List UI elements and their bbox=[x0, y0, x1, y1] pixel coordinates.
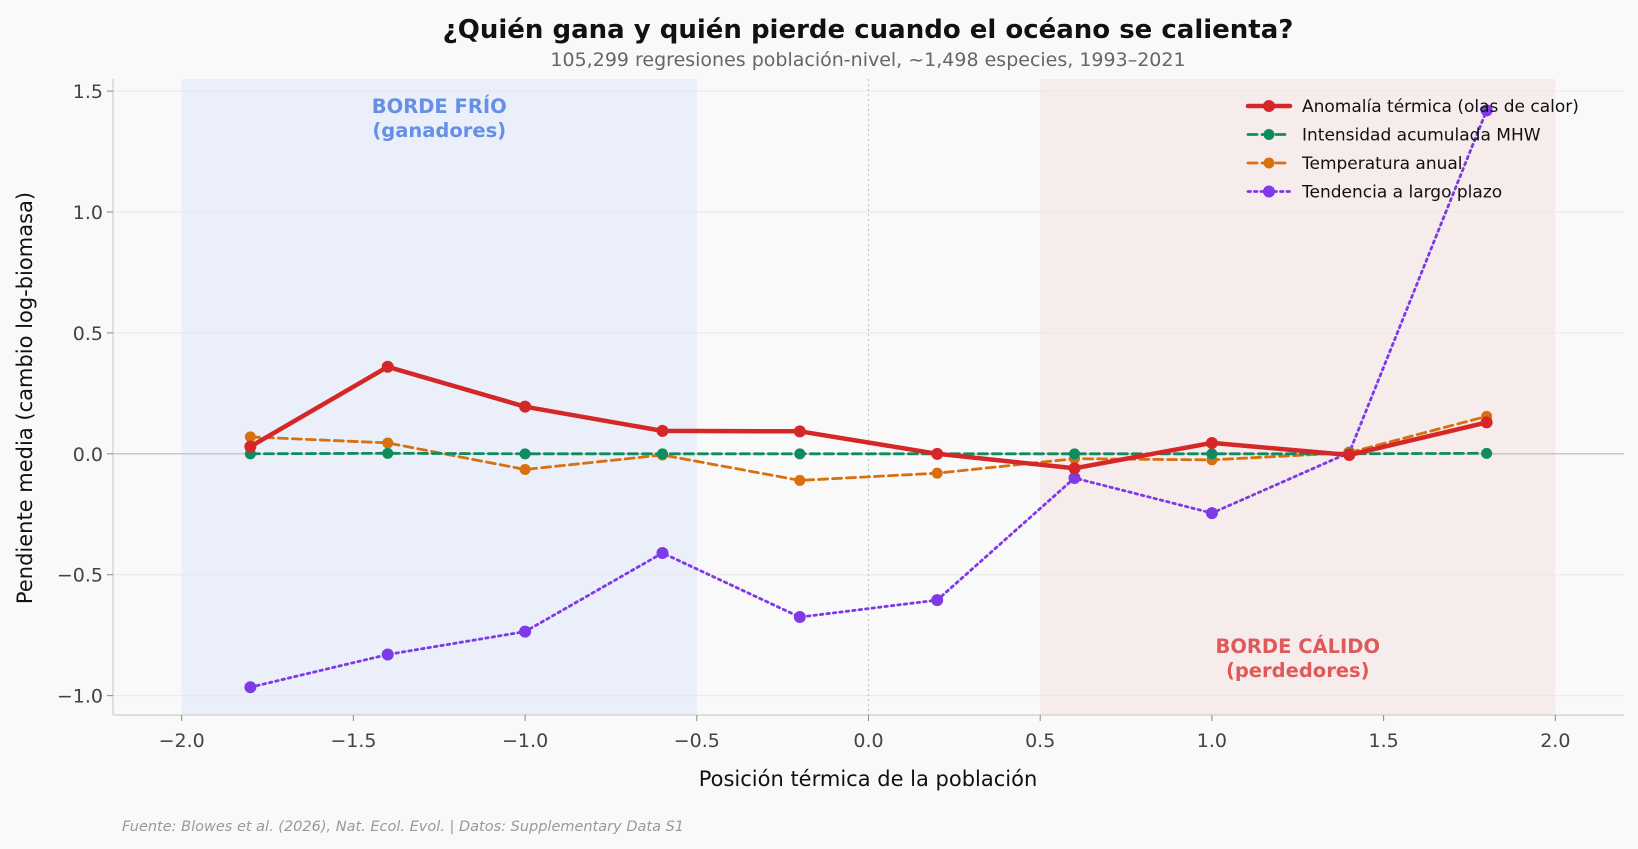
series-0-point-0 bbox=[244, 440, 257, 453]
series-2-point-2 bbox=[519, 464, 531, 476]
legend-marker-3 bbox=[1263, 185, 1275, 198]
series-1-point-4 bbox=[794, 448, 806, 460]
y-axis-label: Pendiente media (cambio log-biomasa) bbox=[13, 192, 37, 604]
y-tick-label-0: −1.0 bbox=[57, 686, 103, 708]
series-3-point-2 bbox=[519, 625, 532, 638]
x-tick-label-8: 2.0 bbox=[1540, 730, 1570, 752]
legend-label-1: Intensidad acumulada MHW bbox=[1302, 126, 1541, 146]
series-1-point-9 bbox=[1481, 447, 1493, 459]
legend-label-3: Tendencia a largo plazo bbox=[1301, 183, 1502, 203]
legend-marker-1 bbox=[1263, 129, 1275, 140]
region-band-0 bbox=[181, 79, 697, 715]
series-1-point-3 bbox=[656, 448, 668, 460]
series-2-point-5 bbox=[931, 467, 943, 479]
series-2-point-0 bbox=[244, 431, 256, 443]
series-0-point-8 bbox=[1343, 449, 1356, 462]
region-label-0-line1: BORDE FRÍO bbox=[372, 95, 507, 118]
x-tick-label-3: −0.5 bbox=[674, 730, 720, 752]
series-layer bbox=[244, 104, 1493, 694]
region-band-1 bbox=[1040, 79, 1556, 715]
series-0-point-3 bbox=[656, 424, 669, 437]
legend-label-0: Anomalía térmica (olas de calor) bbox=[1302, 97, 1579, 117]
series-2-point-4 bbox=[794, 474, 806, 486]
region-label-1-line1: BORDE CÁLIDO bbox=[1215, 635, 1380, 658]
x-tick-label-2: −1.0 bbox=[502, 730, 548, 752]
series-0-point-6 bbox=[1068, 462, 1081, 475]
series-3-point-1 bbox=[381, 648, 394, 661]
y-tick-label-5: 1.5 bbox=[73, 81, 103, 103]
axes-layer: −2.0 −1.5 −1.0 −0.5 0.0 0.5 1.0 1.5 2.0 −1.0 −0.5 0… bbox=[57, 79, 1624, 752]
series-3-point-7 bbox=[1205, 507, 1218, 520]
legend-marker-2 bbox=[1263, 157, 1275, 169]
source-note: Fuente: Blowes et al. (2026), Nat. Ecol.… bbox=[122, 819, 684, 835]
series-1-point-1 bbox=[382, 447, 394, 459]
series-0-point-4 bbox=[793, 425, 806, 438]
series-3-point-6 bbox=[1068, 472, 1081, 485]
series-0-point-9 bbox=[1480, 416, 1493, 429]
series-0-point-2 bbox=[519, 400, 532, 413]
series-line-1 bbox=[248, 451, 1488, 456]
chart-subtitle: 105,299 regresiones población-nivel, ~1,… bbox=[550, 49, 1185, 71]
series-3-point-3 bbox=[656, 546, 669, 559]
region-label-0-line2: (ganadores) bbox=[372, 119, 506, 142]
series-3-point-4 bbox=[793, 611, 806, 624]
x-tick-label-7: 1.5 bbox=[1369, 730, 1399, 752]
series-3-point-5 bbox=[931, 594, 944, 607]
x-tick-label-4: 0.0 bbox=[853, 730, 883, 752]
x-tick-label-0: −2.0 bbox=[159, 730, 205, 752]
x-tick-label-6: 1.0 bbox=[1197, 730, 1227, 752]
series-3-point-9 bbox=[1480, 104, 1493, 117]
y-tick-label-4: 1.0 bbox=[73, 202, 103, 224]
series-line-0 bbox=[248, 364, 1489, 471]
series-line-3 bbox=[248, 109, 1488, 689]
x-axis-label: Posición térmica de la población bbox=[699, 767, 1038, 791]
series-0-point-7 bbox=[1205, 436, 1218, 449]
series-0-point-5 bbox=[931, 447, 944, 460]
x-tick-label-1: −1.5 bbox=[330, 730, 376, 752]
legend-label-2: Temperatura anual bbox=[1301, 154, 1463, 174]
series-1-point-2 bbox=[519, 448, 531, 460]
series-line-2 bbox=[248, 414, 1488, 482]
legend-marker-0 bbox=[1263, 100, 1275, 112]
x-tick-label-5: 0.5 bbox=[1025, 730, 1055, 752]
region-label-1-line2: (perdedores) bbox=[1226, 659, 1370, 682]
series-2-point-1 bbox=[382, 437, 394, 449]
y-tick-label-1: −0.5 bbox=[57, 565, 103, 587]
y-tick-label-3: 0.5 bbox=[73, 323, 103, 345]
y-tick-label-2: 0.0 bbox=[73, 444, 103, 466]
legend: Anomalía térmica (olas de calor) Intensid… bbox=[1245, 97, 1579, 203]
series-1-point-6 bbox=[1069, 448, 1081, 460]
series-0-point-1 bbox=[381, 360, 394, 373]
series-3-point-0 bbox=[244, 681, 257, 694]
regions-layer: BORDE FRÍO(ganadores) BORDE CÁLIDO(perded… bbox=[181, 79, 1556, 715]
series-1-point-7 bbox=[1206, 448, 1218, 460]
chart-title: ¿Quién gana y quién pierde cuando el océ… bbox=[443, 15, 1294, 45]
